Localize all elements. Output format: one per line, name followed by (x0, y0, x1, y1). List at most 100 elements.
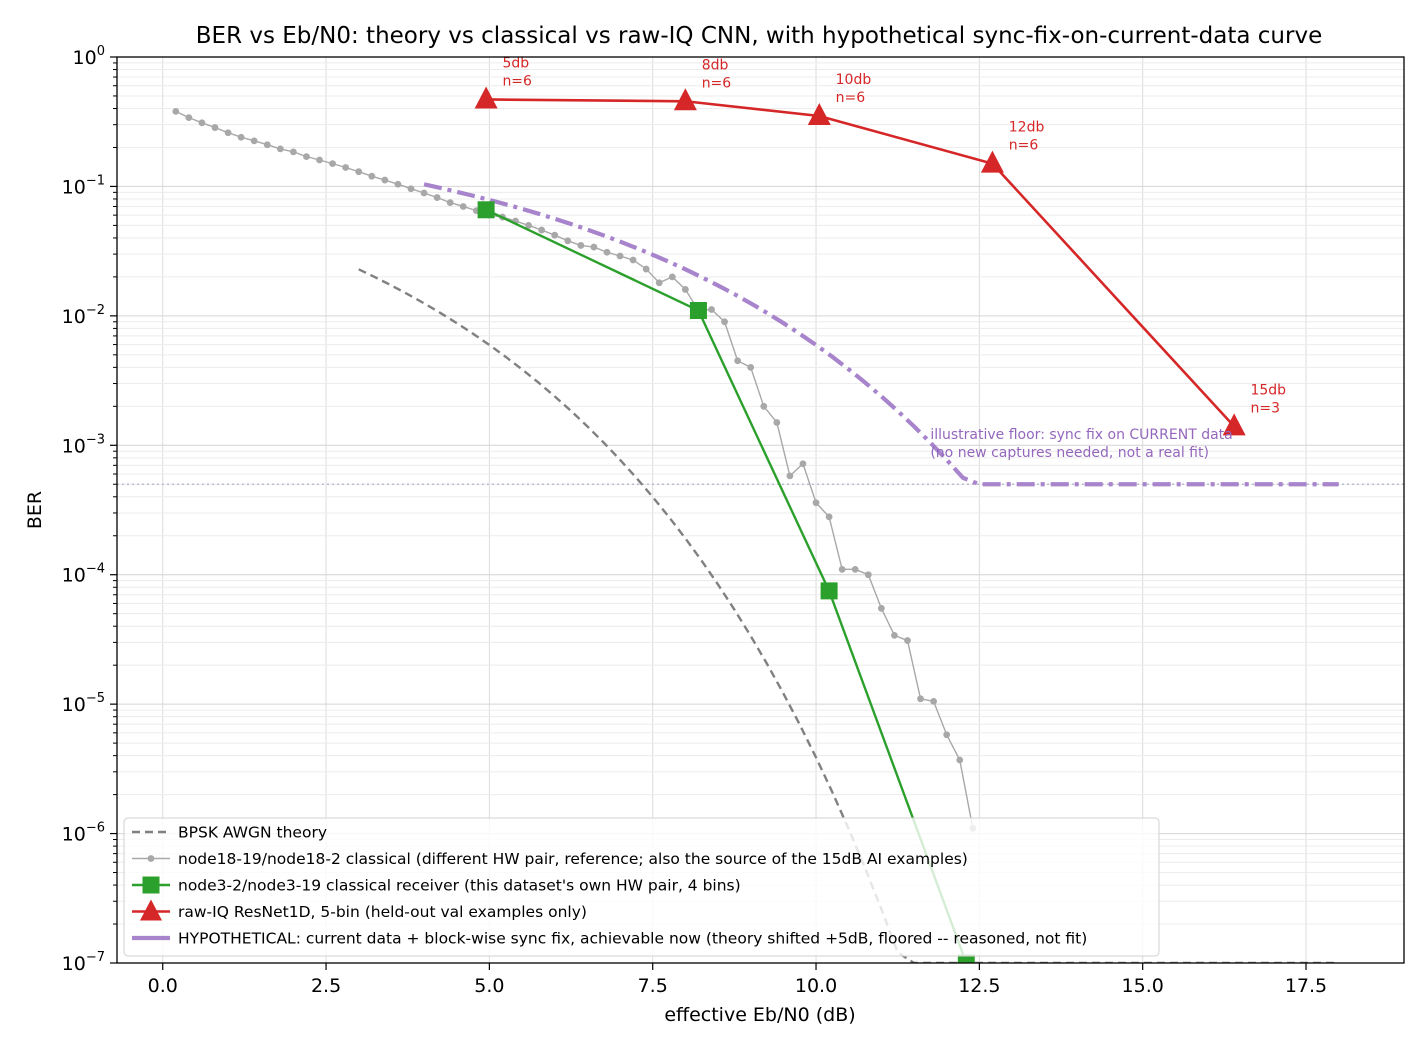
reference-classical-point (681, 286, 689, 293)
resnet-point (1222, 413, 1246, 436)
reference-classical-point (629, 256, 637, 264)
y-tick-label: 10−6 (62, 821, 105, 846)
reference-classical-point (877, 604, 885, 612)
reference-classical-point (407, 185, 415, 193)
bin-annotation-count: n=6 (1009, 138, 1039, 154)
reference-classical-point (721, 318, 728, 326)
bin-annotation-count: n=6 (836, 90, 866, 106)
legend-marker (142, 876, 160, 894)
reference-classical-point (211, 124, 219, 131)
annotation-layer: 5db n=6 8db n=6 10db n=6 12db n=6 15db n=3 illustr… (502, 55, 1286, 461)
reference-classical-point (420, 189, 428, 197)
y-tick-label: 10−3 (62, 432, 105, 457)
bin-annotation-count: n=6 (702, 75, 732, 91)
x-tick-label: 0.0 (148, 975, 178, 997)
legend-handle (132, 855, 170, 862)
reference-classical-point (603, 248, 611, 256)
reference-classical-point (459, 203, 467, 210)
reference-classical-line (175, 110, 974, 829)
reference-classical-point (263, 141, 271, 149)
x-tick-label: 5.0 (474, 975, 504, 997)
legend-entry: HYPOTHETICAL: current data + block-wise … (178, 930, 1087, 948)
reference-classical-point (708, 306, 715, 313)
reference-classical-point (433, 194, 441, 201)
legend-entry: node18-19/node18-2 classical (different … (178, 850, 968, 868)
x-tick-label: 2.5 (311, 975, 341, 997)
legend-handle (132, 899, 170, 921)
y-axis: 100 10−1 10−2 10−3 10−4 10−5 10−6 10−7 (62, 44, 117, 975)
floor-note: illustrative floor: sync fix on CURRENT … (930, 427, 1232, 443)
reference-classical-point (668, 273, 676, 281)
x-tick-label: 17.5 (1285, 975, 1327, 997)
bin-annotation: 10db (836, 72, 872, 88)
y-tick-label: 10−2 (62, 303, 105, 328)
reference-classical-point (289, 148, 297, 156)
y-tick-label: 10−7 (62, 950, 105, 975)
reference-classical-point (734, 357, 742, 365)
reference-classical-point (642, 265, 650, 273)
legend-handle (132, 876, 170, 894)
reference-classical-point (355, 168, 363, 176)
reference-classical-point (329, 160, 336, 168)
reference-classical-point (904, 637, 911, 644)
chart-title: BER vs Eb/N0: theory vs classical vs raw… (196, 23, 1322, 49)
x-tick-label: 12.5 (958, 975, 1000, 997)
own-hw-classical-point (957, 954, 975, 963)
reference-classical-point (172, 107, 180, 115)
reference-classical-point (564, 237, 572, 245)
legend-box (123, 817, 1160, 957)
legend-entry: BPSK AWGN theory (178, 824, 327, 842)
reference-classical-point (864, 571, 872, 579)
resnet-point (474, 86, 498, 109)
reference-classical-point (525, 221, 532, 229)
reference-classical-point (185, 114, 193, 122)
reference-classical-point (838, 565, 846, 573)
reference-classical-point (342, 164, 350, 171)
bin-annotation: 5db (502, 55, 529, 71)
reference-classical-point (760, 402, 768, 410)
reference-classical-point (825, 513, 833, 521)
y-axis-label: BER (24, 491, 46, 529)
x-tick-label: 15.0 (1122, 975, 1164, 997)
own-hw-classical-point (820, 582, 838, 600)
y-tick-label: 10−4 (62, 562, 105, 587)
bin-annotation: 12db (1009, 120, 1045, 136)
own-hw-classical-point (477, 201, 495, 219)
reference-classical-point (930, 698, 938, 705)
x-tick-label: 7.5 (638, 975, 668, 997)
legend-entry: raw-IQ ResNet1D, 5-bin (held-out val exa… (178, 903, 587, 921)
bin-annotation: 8db (702, 57, 729, 73)
x-axis-label: effective Eb/N0 (dB) (664, 1004, 855, 1026)
reference-classical-point (538, 226, 546, 234)
reference-classical-point (956, 756, 964, 764)
legend-entry: node3-2/node3-19 classical receiver (thi… (178, 877, 741, 895)
floor-note-subtitle: (no new captures needed, not a real fit) (930, 445, 1209, 461)
bin-annotation-count: n=3 (1250, 400, 1280, 416)
bin-annotation-count: n=6 (502, 73, 532, 89)
legend: BPSK AWGN theory node18-19/node18-2 class… (123, 817, 1160, 957)
resnet-point (980, 150, 1004, 173)
reference-classical-point (747, 363, 755, 371)
reference-classical-point (773, 419, 781, 426)
reference-classical-point (368, 172, 376, 180)
reference-classical-point (891, 631, 898, 639)
reference-classical-point (394, 180, 402, 188)
reference-classical-point (250, 137, 258, 145)
reference-classical-point (655, 279, 663, 287)
bin-annotation: 15db (1250, 382, 1286, 398)
reference-classical-point (276, 145, 284, 153)
reference-classical-point (577, 242, 585, 249)
reference-classical-point (316, 156, 323, 164)
reference-classical-point (616, 252, 624, 260)
x-axis: 0.0 2.5 5.0 7.5 10.0 12.5 15.0 17.5 (148, 963, 1327, 997)
plot-frame (116, 56, 1405, 964)
y-tick-label: 10−5 (62, 691, 105, 716)
reference-classical-point (812, 499, 820, 507)
reference-classical-point (943, 731, 951, 739)
resnet-point (673, 88, 697, 111)
reference-classical-point (851, 565, 859, 573)
resnet-point (807, 103, 831, 126)
reference-classical-point (198, 119, 206, 127)
y-tick-label: 10−1 (62, 173, 105, 198)
